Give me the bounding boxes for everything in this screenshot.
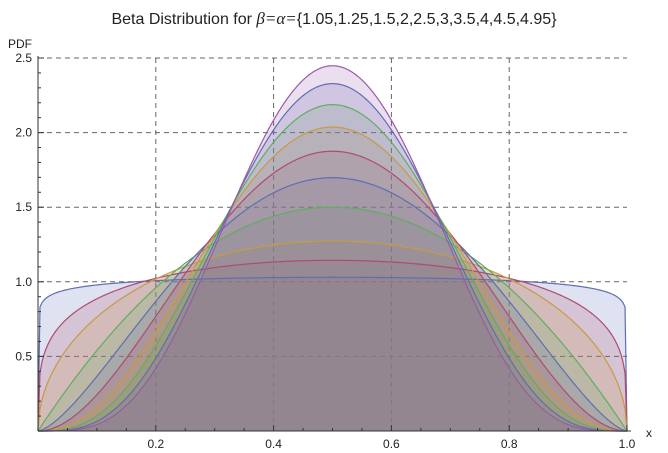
x-axis-label: x [646,426,652,440]
series-fill-2.5 [38,177,627,431]
title-values: {1.05,1.25,1.5,2,2.5,3,3.5,4,4.5,4.95} [297,11,557,28]
series-line-2.5 [37,177,628,432]
series-line-4.95 [38,65,627,432]
series-line-2 [37,206,628,432]
y-tick-label: 1.5 [15,200,32,214]
series-fill-3.5 [38,127,627,432]
y-tick-label: 2.0 [15,126,32,140]
x-tick-label: 0.6 [383,437,400,451]
data-series [37,65,628,432]
y-tick-label: 0.5 [15,349,32,363]
title-symbols: β=α= [255,9,296,28]
tick-labels: 0.2 0.4 0.6 0.8 1.0 0.5 1.0 1.5 2.0 2.5 [15,51,635,451]
series-fill-1.05 [38,277,627,431]
x-tick-label: 0.2 [147,437,164,451]
series-fill-4.5 [38,83,627,431]
x-tick-label: 0.4 [265,437,282,451]
series-line-1.25 [37,259,628,432]
series-line-3 [37,150,628,432]
series-line-3.5 [37,126,628,432]
series-line-1.05 [37,276,628,432]
y-axis-label: PDF [8,37,32,51]
series-fill-1.5 [38,241,627,431]
x-tick-label: 1.0 [619,437,636,451]
series-fill-3 [38,151,627,431]
y-tick-label: 1.0 [15,275,32,289]
x-tick-label: 0.8 [501,437,518,451]
svg-text:Beta Distribution for β=α={1.0: Beta Distribution for β=α={1.05,1.25,1.5… [111,9,557,28]
chart-title: Beta Distribution for β=α={1.05,1.25,1.5… [111,9,557,28]
y-tick-label: 2.5 [15,51,32,65]
axes [37,56,631,432]
series-line-4 [38,104,627,432]
series-line-1.5 [37,240,628,432]
series-fill-4.95 [38,65,627,431]
series-line-4.5 [38,83,627,432]
series-fill-4 [38,104,627,432]
title-prefix: Beta Distribution for [111,11,256,28]
